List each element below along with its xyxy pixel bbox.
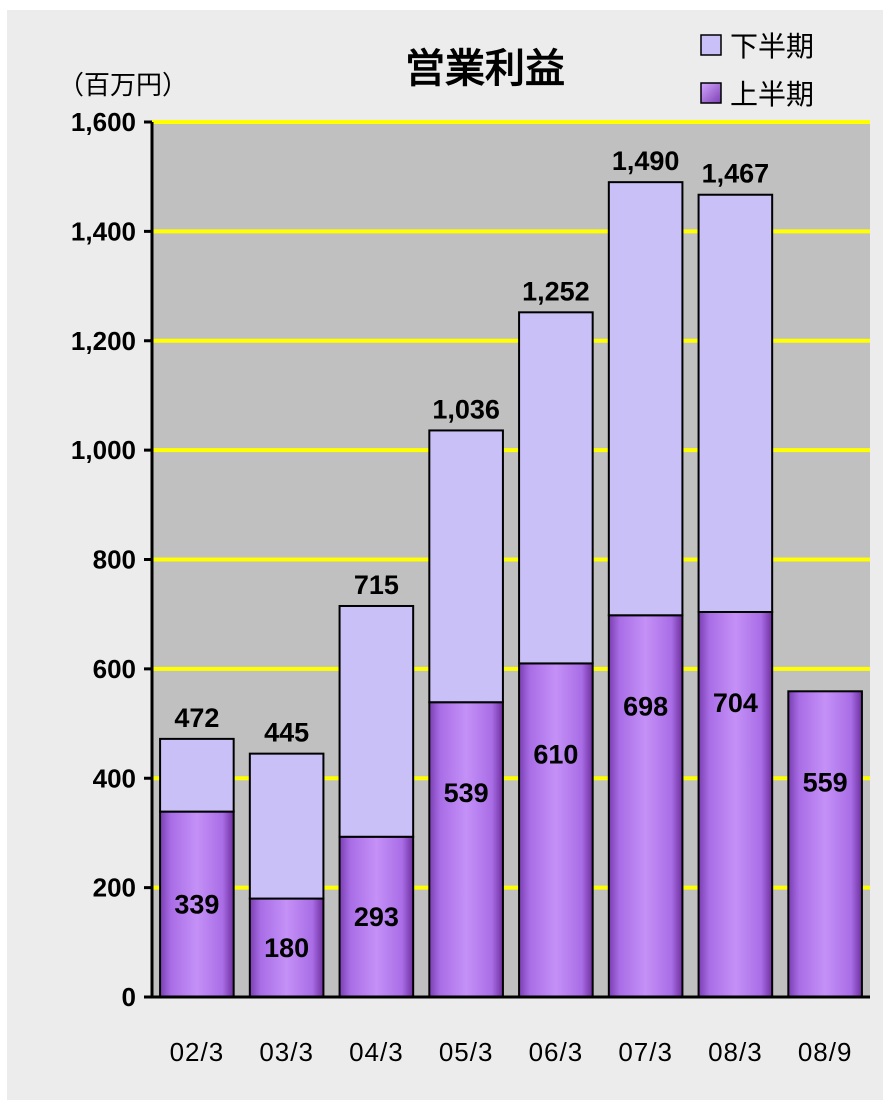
- x-tick-labels: 02/3 03/3 04/3 05/3 06/3 07/3 08/3 08/9: [170, 1037, 853, 1067]
- first-half-label: 339: [174, 889, 219, 919]
- legend-swatch-h1: [700, 82, 722, 104]
- total-label: 1,252: [522, 276, 590, 306]
- y-tick-label: 1,000: [71, 435, 136, 465]
- bar-second-half: [159, 737, 235, 813]
- x-tick-label: 02/3: [170, 1037, 225, 1067]
- x-tick-label: 03/3: [259, 1037, 314, 1067]
- data-labels: 339 472 180 445 293 715 539 1,036 610 1,252 698 1,4…: [174, 146, 847, 963]
- bar-second-half: [338, 604, 415, 838]
- bar-first-half: [607, 614, 684, 998]
- x-tick-label: 08/3: [708, 1037, 763, 1067]
- y-tick-labels: 0 200 400 600 800 1,000 1,200 1,400 1,600: [71, 107, 152, 1012]
- x-tick-label: 06/3: [529, 1037, 584, 1067]
- chart-title: 営業利益: [405, 47, 565, 91]
- bar-first-half: [428, 701, 504, 998]
- bar-first-half: [248, 897, 325, 998]
- y-tick-label: 400: [93, 763, 136, 793]
- legend-label-h1: 上半期: [730, 79, 814, 110]
- first-half-label: 704: [713, 688, 758, 718]
- x-tick-label: 04/3: [349, 1037, 404, 1067]
- y-tick-label: 1,600: [71, 107, 136, 137]
- y-tick-label: 800: [93, 545, 136, 575]
- total-label: 445: [264, 718, 309, 748]
- y-tick-label: 1,200: [71, 326, 136, 356]
- bar-first-half: [697, 611, 774, 998]
- y-tick-label: 600: [93, 654, 136, 684]
- total-label: 1,036: [432, 394, 500, 424]
- bar-second-half: [697, 193, 774, 613]
- bar-first-half: [787, 690, 863, 998]
- y-tick-label: 200: [93, 873, 136, 903]
- total-label: 715: [354, 570, 399, 600]
- first-half-label: 539: [444, 778, 489, 808]
- first-half-label: 698: [623, 691, 668, 721]
- legend-label-h2: 下半期: [730, 31, 814, 62]
- first-half-label: 180: [264, 933, 309, 963]
- total-label: 1,490: [612, 146, 680, 176]
- bar-first-half: [338, 835, 415, 998]
- bar-second-half: [428, 429, 504, 704]
- y-tick-label: 0: [122, 982, 136, 1012]
- legend-swatch-h2: [700, 34, 722, 56]
- x-tick-label: 05/3: [439, 1037, 494, 1067]
- bar-second-half: [518, 311, 594, 665]
- x-tick-label: 07/3: [618, 1037, 673, 1067]
- first-half-label: 293: [354, 902, 399, 932]
- y-tick-label: 1,400: [71, 216, 136, 246]
- x-tick-label: 08/9: [798, 1037, 853, 1067]
- first-half-label: 610: [533, 739, 578, 769]
- first-half-label: 559: [803, 767, 848, 797]
- bar-second-half: [248, 752, 325, 900]
- bar-second-half: [607, 181, 684, 617]
- bars: [159, 181, 863, 998]
- bar-first-half: [159, 810, 235, 998]
- total-label: 1,467: [702, 159, 770, 189]
- legend: 下半期 上半期: [700, 31, 814, 110]
- bar-first-half: [518, 662, 594, 998]
- unit-label: （百万円）: [58, 70, 188, 100]
- total-label: 472: [174, 703, 219, 733]
